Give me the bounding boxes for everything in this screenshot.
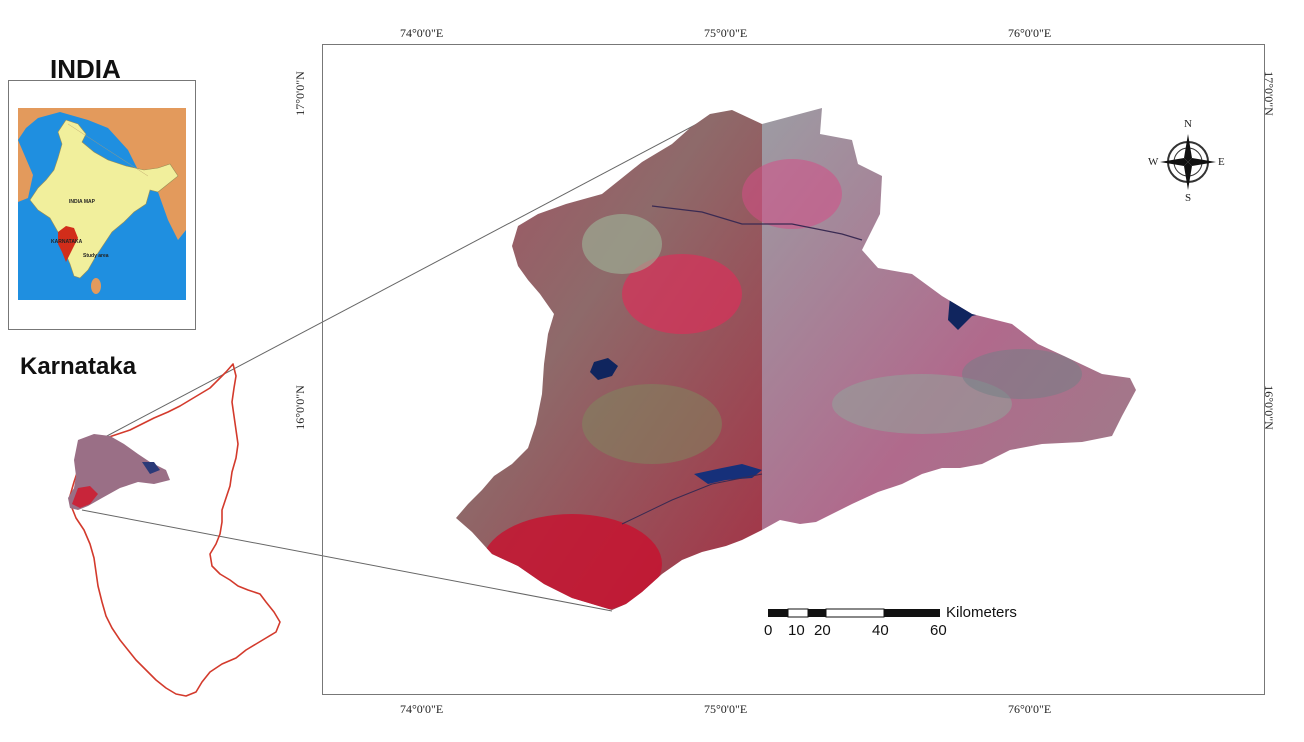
scale-unit-label: Kilometers [946,604,1017,621]
bottom-label-76e: 76°0'0"E [1008,702,1052,716]
inset-state-label: KARNATAKA [51,239,83,245]
image-west-half [456,108,762,610]
zoom-line-upper [104,115,713,438]
scale-bar-graphic [768,608,940,618]
river-south [621,473,763,525]
compass-w: W [1148,156,1159,168]
scale-tick-0: 0 [764,622,773,639]
scale-tick-60: 60 [930,622,947,639]
karnataka-title: Karnataka [20,353,137,380]
grey-green-patch [832,374,1012,434]
india-inset-map [18,108,186,300]
scale-tick-20: 20 [814,622,831,639]
study-area-red-patch [72,486,98,508]
green-patch [582,214,662,274]
pink-patch-north [742,159,842,229]
compass-n: N [1184,118,1192,130]
top-label-74e: 74°0'0"E [400,26,444,40]
study-area-water [142,462,160,474]
neighbor-land-north [18,108,186,240]
bottom-label-74e: 74°0'0"E [400,702,444,716]
india-inset-frame: INDIA MAP KARNATAKA Study area [8,80,196,330]
top-label-75e: 75°0'0"E [704,26,748,40]
inset-region-label: Study area [83,253,109,259]
zoom-line-lower [81,509,613,612]
compass-s: S [1185,192,1192,204]
scale-tick-40: 40 [872,622,889,639]
compass-e: E [1218,156,1225,168]
east-grey-patch [962,349,1082,399]
reservoir-south [694,464,762,484]
karnataka-highlight [58,226,78,262]
olive-patch [582,384,722,464]
top-label-76e: 76°0'0"E [1008,26,1052,40]
satellite-image [456,108,1136,610]
compass-rose-icon [1160,134,1216,190]
inset-border-line [67,123,149,177]
left-label-17n: 17°0'0"N [292,71,307,116]
india-map-label: INDIA MAP [69,199,95,205]
bottom-label-75e: 75°0'0"E [704,702,748,716]
scale-bar: Kilometers 0 10 20 40 60 [764,604,1028,644]
red-southwest-patch [482,514,662,610]
red-vegetation-patch [622,254,742,334]
river-north [651,205,863,241]
india-title: INDIA [50,54,121,84]
sri-lanka-shape [91,278,101,294]
north-arrow-compass: N S E W [1148,118,1225,204]
left-label-16n: 16°0'0"N [292,385,307,430]
main-map-frame [322,44,1265,695]
reservoir-west [590,358,618,380]
karnataka-boundary [69,363,281,697]
neighbor-land-west [18,140,33,202]
karnataka-outline [68,363,281,697]
scale-tick-10: 10 [788,622,805,639]
